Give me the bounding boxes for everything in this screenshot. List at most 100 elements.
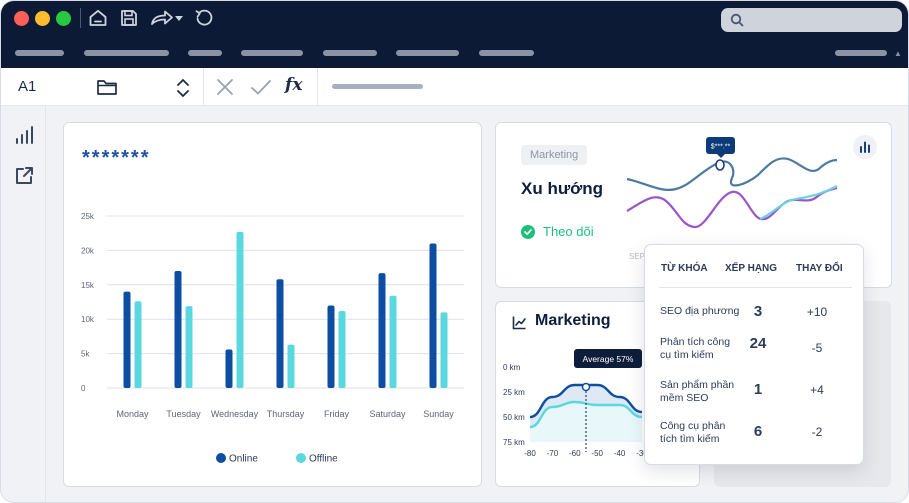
chart-title: ******* [82, 147, 151, 169]
cell-reference[interactable]: A1 [18, 78, 37, 95]
toolbar-divider [80, 8, 81, 28]
x-axis-label: SEP [629, 252, 645, 261]
cancel-icon[interactable] [215, 77, 235, 97]
function-icon[interactable]: fx [285, 75, 303, 95]
menu-bar: ▲ [1, 49, 908, 60]
external-link-icon[interactable] [14, 166, 34, 186]
menu-item[interactable] [241, 50, 303, 56]
bar [134, 301, 142, 388]
bar [327, 305, 335, 388]
trend-tooltip-text: $***.** [711, 144, 731, 151]
column-header-keyword: TỪ KHÓA [661, 263, 708, 274]
home-icon[interactable] [88, 8, 108, 28]
menu-collapse-icon[interactable]: ▲ [894, 49, 902, 58]
rank-cell: 6 [753, 423, 763, 440]
legend-swatch [296, 453, 306, 463]
bar [123, 291, 131, 388]
menu-item[interactable] [396, 50, 459, 56]
title-bar: ▲ [1, 1, 908, 68]
dropdown-caret-icon[interactable] [174, 8, 184, 28]
x-tick-label: -40 [614, 449, 626, 458]
x-tick-label: -30 [636, 449, 648, 458]
bar [429, 243, 437, 388]
bar [389, 295, 397, 388]
keyword-cell: Sản phẩm phần mềm SEO [660, 379, 735, 404]
average-marker [581, 382, 591, 392]
save-icon[interactable] [119, 8, 139, 28]
legend-label: Offline [309, 454, 338, 465]
x-tick-label: Thursday [267, 409, 305, 419]
y-tick-label: 50 km [503, 413, 525, 422]
bar [378, 273, 386, 388]
bar [287, 344, 295, 388]
menu-item[interactable] [479, 50, 534, 56]
formula-bar: A1 fx [1, 68, 908, 106]
y-tick-label: 15k [81, 281, 95, 290]
x-tick-label: Saturday [369, 409, 406, 419]
close-window-button[interactable] [14, 11, 29, 26]
trend-series-line [626, 157, 838, 191]
search-icon [730, 13, 744, 27]
menu-item[interactable] [84, 50, 169, 56]
search-input[interactable] [721, 8, 902, 32]
average-tooltip-text: Average 57% [583, 354, 634, 364]
menu-item[interactable] [835, 50, 887, 56]
minimize-window-button[interactable] [35, 11, 50, 26]
bar [276, 279, 284, 388]
bar-chart-icon [860, 141, 870, 153]
x-tick-label: -80 [524, 449, 536, 458]
formula-input[interactable] [332, 84, 423, 89]
rank-cell: 24 [749, 335, 767, 352]
follow-button[interactable]: Theo dõi [521, 224, 594, 239]
chart-type-button[interactable] [853, 135, 877, 159]
refresh-icon[interactable] [194, 8, 214, 28]
y-tick-label: 0 [81, 384, 86, 393]
average-tooltip [574, 349, 642, 368]
menu-item[interactable] [188, 50, 222, 56]
menu-item[interactable] [15, 50, 64, 56]
column-header-rank: XẾP HẠNG [725, 263, 778, 274]
formula-divider [203, 68, 204, 106]
legend-label: Online [229, 454, 258, 465]
change-cell: +10 [806, 305, 828, 319]
share-icon[interactable] [150, 8, 174, 28]
follow-label: Theo dõi [543, 224, 594, 239]
bar [338, 310, 346, 388]
x-tick-label: -50 [591, 449, 603, 458]
change-cell: -2 [811, 425, 823, 439]
folder-icon[interactable] [96, 77, 118, 97]
x-tick-label: -60 [569, 449, 581, 458]
menu-item[interactable] [323, 50, 377, 56]
bar-chart-icon[interactable] [14, 125, 34, 145]
x-tick-label: Wednesday [211, 409, 259, 419]
marketing-title: Marketing [535, 312, 611, 329]
y-tick-label: 20k [81, 246, 95, 255]
bar [225, 349, 233, 388]
trend-series-line [626, 186, 838, 229]
keyword-cell: SEO địa phương [660, 305, 740, 317]
rank-cell: 1 [753, 381, 763, 398]
category-badge: Marketing [521, 145, 588, 165]
keyword-table: TỪ KHÓA XẾP HẠNG THAY ĐỔI SEO địa phương… [644, 244, 864, 465]
y-tick-label: 5k [81, 350, 90, 359]
confirm-icon[interactable] [250, 77, 272, 97]
side-rail [1, 106, 46, 502]
trend-marker [715, 159, 725, 171]
rank-cell: 3 [753, 303, 763, 320]
bar [236, 231, 244, 388]
header-divider [659, 287, 852, 288]
bar [185, 306, 193, 388]
stepper-icon[interactable] [175, 77, 191, 99]
trend-line-chart: $***.** SEP [626, 137, 838, 261]
check-circle-icon [521, 224, 535, 239]
x-tick-label: -70 [547, 449, 559, 458]
keyword-cell: Công cụ phân tích tìm kiếm [660, 420, 726, 445]
x-tick-label: Friday [324, 409, 350, 419]
line-chart-icon [512, 316, 526, 330]
trend-series-line [759, 185, 838, 221]
y-tick-label: 25k [81, 212, 95, 221]
y-tick-label: 10k [81, 315, 95, 324]
maximize-window-button[interactable] [56, 11, 71, 26]
area-chart: 0 km 25 km 50 km 75 km -80 -70 -60 -50 -40 -30 Ave… [503, 349, 648, 458]
